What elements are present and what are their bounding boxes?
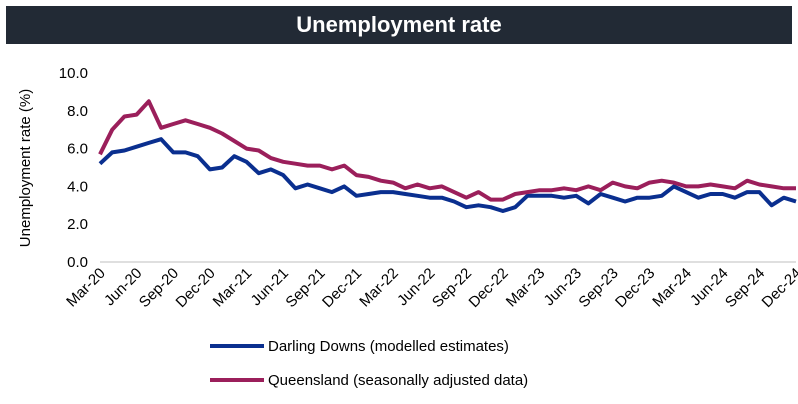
x-tick-label: Mar-23 [503,265,549,311]
series-line-darling-downs [98,137,797,213]
x-tick-label: Sep-21 [282,265,328,311]
x-tick-label: Sep-24 [722,265,768,311]
legend-swatch-darling-downs [210,344,264,348]
x-tick-label: Sep-23 [575,265,621,311]
y-axis: 0.0 2.0 4.0 6.0 8.0 10.0 [59,65,88,271]
y-axis-label: Unemployment rate (%) [17,89,34,247]
x-tick-label: Dec-24 [759,265,798,311]
legend-label-queensland: Queensland (seasonally adjusted data) [268,371,529,389]
chart-title: Unemployment rate [6,6,792,44]
x-tick-label: Dec-21 [319,265,365,311]
x-tick-label: Sep-22 [429,265,475,311]
y-tick-label: 10.0 [59,65,88,82]
legend: Darling Downs (modelled estimates) Queen… [210,336,528,404]
x-tick-label: Dec-20 [173,265,219,311]
x-tick-label: Mar-20 [63,265,109,311]
legend-swatch-queensland [210,378,264,382]
y-tick-label: 0.0 [67,254,88,271]
y-tick-label: 8.0 [67,103,88,120]
y-tick-label: 4.0 [67,178,88,195]
x-tick-label: Mar-21 [210,265,256,311]
legend-label-darling-downs: Darling Downs (modelled estimates) [268,337,509,355]
x-tick-label: Mar-22 [356,265,402,311]
x-tick-label: Mar-24 [649,265,695,311]
legend-item-darling-downs: Darling Downs (modelled estimates) [210,336,528,356]
x-tick-label: Sep-20 [136,265,182,311]
legend-item-queensland: Queensland (seasonally adjusted data) [210,370,528,390]
y-tick-label: 6.0 [67,141,88,158]
x-tick-label: Dec-22 [466,265,512,311]
x-tick-label: Dec-23 [612,265,658,311]
y-tick-label: 2.0 [67,216,88,233]
series-line-queensland [98,99,796,202]
series-lines [98,99,797,213]
x-axis: Mar-20Jun-20Sep-20Dec-20Mar-21Jun-21Sep-… [63,261,798,311]
